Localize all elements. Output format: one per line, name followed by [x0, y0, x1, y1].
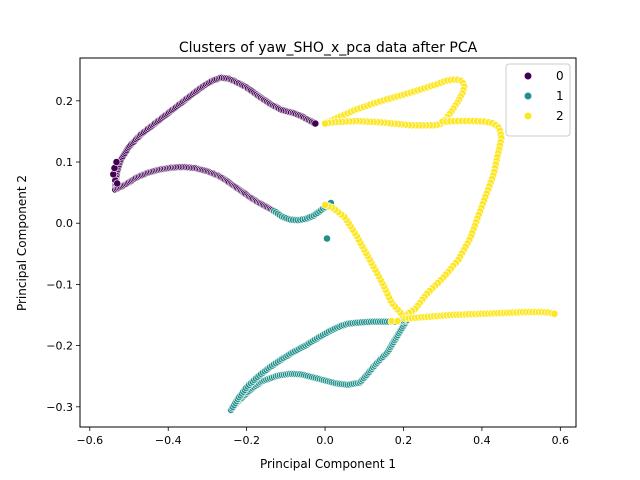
x-tick-label: 0.2	[395, 434, 413, 447]
y-axis-ticks: −0.3 −0.2 −0.1 0.0 0.1 0.2	[46, 95, 80, 414]
data-point	[323, 234, 331, 243]
x-tick-label: −0.2	[233, 434, 260, 447]
data-point	[311, 119, 320, 128]
legend-marker	[523, 111, 533, 121]
legend-label: 2	[556, 109, 564, 123]
y-tick-label: 0.1	[56, 156, 74, 169]
legend-label: 1	[556, 89, 564, 103]
series-2-points	[321, 75, 559, 325]
x-tick-label: −0.6	[76, 434, 103, 447]
chart-title: Clusters of yaw_SHO_x_pca data after PCA	[179, 40, 478, 56]
y-tick-label: 0.0	[56, 217, 74, 230]
data-point	[321, 200, 329, 209]
legend-marker	[523, 91, 533, 101]
legend: 0 1 2	[505, 63, 571, 137]
series-0-points	[109, 73, 320, 215]
data-point	[393, 317, 402, 325]
data-point	[112, 158, 121, 166]
y-tick-label: −0.1	[46, 278, 73, 291]
legend-marker	[523, 71, 533, 81]
x-axis-ticks: −0.6 −0.4 −0.2 0.0 0.2 0.4 0.6	[76, 427, 569, 447]
x-axis-label: Principal Component 1	[260, 457, 396, 471]
data-points	[109, 73, 559, 414]
y-axis-label: Principal Component 2	[15, 175, 29, 311]
legend-box	[505, 63, 571, 137]
data-point	[113, 179, 122, 188]
x-tick-label: 0.4	[473, 434, 491, 447]
plot-frame	[79, 57, 577, 428]
y-tick-label: −0.2	[46, 340, 73, 353]
x-tick-label: 0.0	[316, 434, 334, 447]
x-tick-label: −0.4	[155, 434, 182, 447]
data-point	[321, 119, 329, 128]
data-point	[550, 309, 559, 318]
series-1-points	[227, 199, 412, 414]
y-tick-label: 0.2	[56, 95, 74, 108]
legend-label: 0	[556, 69, 564, 83]
x-tick-label: 0.6	[552, 434, 570, 447]
y-tick-label: −0.3	[46, 401, 73, 414]
